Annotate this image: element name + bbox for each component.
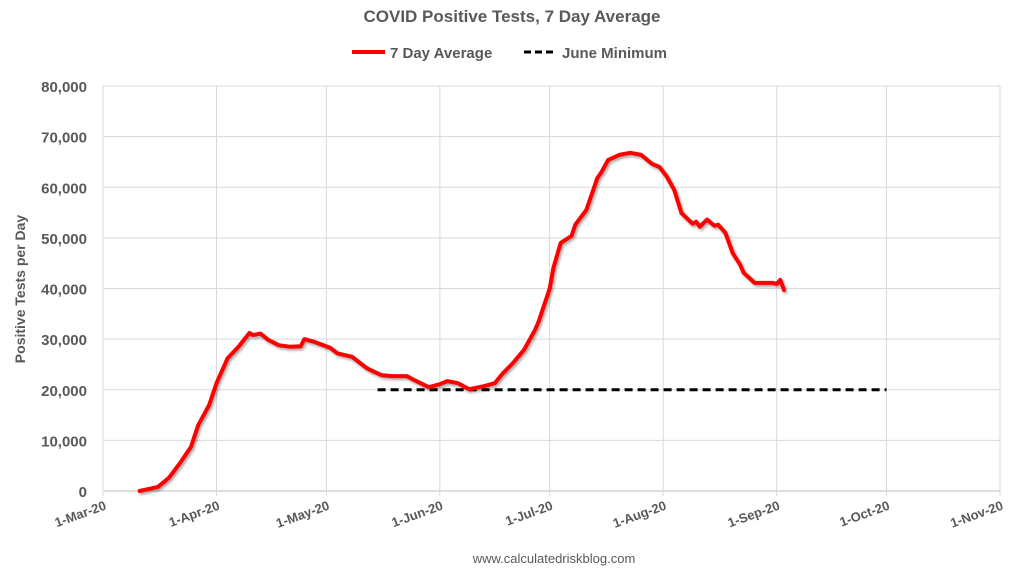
y-tick-label: 50,000 [41,231,87,248]
x-tick-label: 1-Jul-20 [503,498,554,529]
x-tick-label: 1-Apr-20 [167,498,222,530]
y-axis-label: Positive Tests per Day [12,215,28,364]
y-tick-label: 40,000 [41,282,87,299]
legend-label-june-minimum: June Minimum [562,45,667,62]
x-tick-label: 1-Nov-20 [948,498,1005,531]
y-tick-label: 10,000 [41,433,87,450]
x-tick-label: 1-Sep-20 [726,498,782,531]
x-tick-label: 1-Jun-20 [389,498,444,530]
y-tick-label: 20,000 [41,383,87,400]
y-tick-label: 60,000 [41,180,87,197]
source-credit: www.calculatedriskblog.com [472,551,636,566]
y-tick-label: 30,000 [41,332,87,349]
x-tick-label: 1-Mar-20 [53,498,108,530]
chart-title: COVID Positive Tests, 7 Day Average [364,7,661,26]
y-tick-label: 80,000 [41,79,87,96]
series-line-7-day-average [137,150,786,493]
x-tick-label: 1-May-20 [274,498,331,531]
x-tick-label: 1-Aug-20 [611,498,668,531]
x-tick-label: 1-Oct-20 [838,498,892,530]
legend-label-7-day-average: 7 Day Average [390,45,492,62]
y-tick-label: 0 [79,484,87,501]
legend: 7 Day Average June Minimum [352,45,667,62]
y-tick-label: 70,000 [41,130,87,147]
